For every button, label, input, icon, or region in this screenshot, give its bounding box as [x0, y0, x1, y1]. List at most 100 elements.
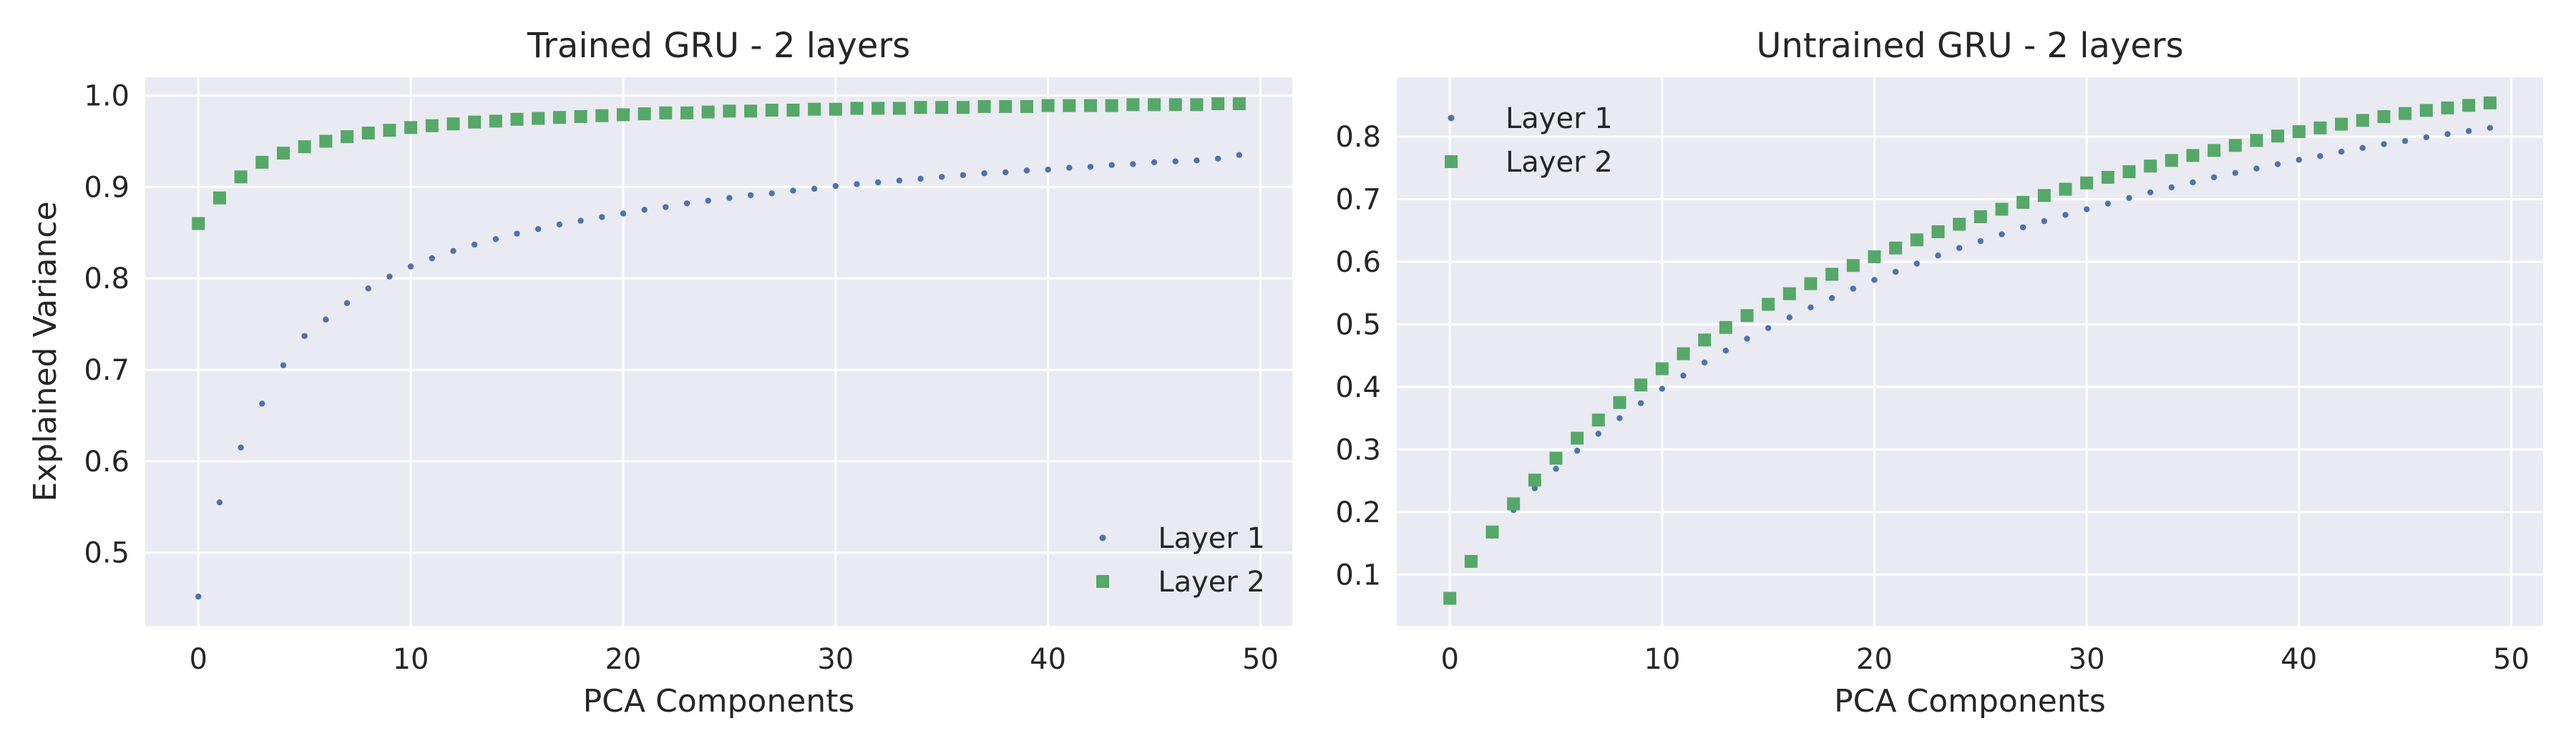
data-point [2165, 154, 2178, 167]
data-point [1910, 233, 1923, 247]
y-tick-label: 0.6 [84, 446, 130, 478]
legend-marker [1448, 114, 1455, 122]
data-point [1613, 396, 1626, 409]
data-point [620, 210, 627, 217]
data-point [1063, 99, 1076, 112]
data-point [854, 181, 860, 187]
data-point [471, 241, 478, 248]
data-point [723, 104, 736, 118]
data-point [1868, 250, 1881, 264]
y-tick-label: 0.4 [1335, 371, 1381, 404]
data-point [680, 106, 693, 119]
data-point [1214, 155, 1221, 162]
data-point [599, 214, 605, 220]
data-point [1634, 378, 1648, 392]
data-point [1740, 309, 1754, 323]
data-point [1804, 277, 1818, 290]
data-point [361, 126, 375, 139]
y-tick-label: 0.7 [84, 354, 130, 387]
y-tick-label: 0.5 [1335, 308, 1381, 341]
data-point [492, 236, 499, 242]
data-point [383, 124, 396, 137]
data-point [429, 255, 435, 262]
data-point [829, 102, 842, 116]
y-tick-label: 0.8 [84, 262, 130, 295]
data-point [2062, 212, 2069, 218]
x-tick-label: 50 [1242, 643, 1279, 676]
data-point [701, 105, 715, 119]
data-point [2041, 217, 2048, 225]
data-point [216, 499, 223, 506]
data-point [2423, 134, 2430, 141]
data-point [2126, 195, 2132, 201]
data-point [2168, 184, 2175, 191]
plot-area [1397, 77, 2543, 626]
data-point [1825, 267, 1839, 281]
data-point [2338, 148, 2345, 155]
data-point [2144, 159, 2157, 173]
data-point [1194, 157, 1200, 164]
data-point [744, 104, 758, 118]
data-point [999, 99, 1013, 113]
data-point [1190, 98, 1204, 112]
data-point [1126, 98, 1140, 112]
x-tick-label: 20 [1856, 643, 1893, 676]
legend-label: Layer 1 [1158, 522, 1265, 555]
x-tick-label: 30 [817, 643, 854, 676]
series-layer-1 [195, 152, 1242, 600]
x-tick-label: 30 [2069, 643, 2105, 676]
data-point [2019, 224, 2026, 231]
legend: Layer 1 Layer 2 [1096, 522, 1265, 599]
data-point [1680, 372, 1687, 379]
data-point [1087, 164, 1094, 170]
data-point [938, 174, 945, 180]
data-point [2186, 149, 2200, 162]
data-point [1574, 447, 1581, 454]
data-point [705, 197, 711, 204]
legend-marker [1099, 534, 1106, 541]
data-point [2228, 139, 2242, 152]
data-point [2317, 152, 2323, 159]
data-point [468, 115, 482, 129]
chart-panel-2: 0 10 20 30 40 50 0.1 0.2 0.3 0.4 0.5 0.6 0.7 0.8 Untra… [1335, 26, 2543, 720]
data-point [259, 401, 265, 407]
data-point [1786, 314, 1793, 321]
data-point [447, 117, 460, 131]
data-point [234, 170, 248, 184]
data-point [1571, 431, 1584, 445]
data-point [726, 195, 733, 201]
chart-panel-1: 0 10 20 30 40 50 0.5 0.6 0.7 0.8 0.9 1.0 Trained GRU… [27, 26, 1292, 720]
plot-area [145, 77, 1292, 626]
data-point [659, 106, 673, 119]
data-point [1659, 386, 1666, 392]
x-tick-label: 50 [2493, 643, 2529, 676]
data-point [811, 185, 818, 192]
data-point [213, 191, 226, 205]
data-point [1637, 400, 1644, 406]
data-point [404, 121, 418, 134]
data-point [2253, 165, 2260, 172]
y-tick-label: 0.7 [1335, 184, 1381, 217]
data-point [914, 101, 927, 114]
legend-marker [1096, 575, 1109, 588]
data-point [1148, 98, 1161, 112]
data-point [786, 104, 800, 117]
data-point [1871, 277, 1878, 283]
data-point [552, 111, 566, 124]
data-point [2059, 182, 2072, 196]
data-point [2359, 144, 2366, 152]
data-point [1020, 99, 1033, 113]
data-point [1443, 592, 1457, 605]
data-point [1066, 165, 1073, 171]
data-point [1169, 98, 1182, 112]
data-point [514, 230, 520, 237]
data-point [935, 101, 949, 114]
data-point [663, 204, 669, 210]
series-layer-1 [1446, 124, 2494, 603]
data-point [683, 200, 691, 207]
data-point [850, 102, 864, 115]
data-point [407, 263, 414, 270]
data-point [2483, 96, 2497, 109]
y-axis-label: Explained Variance [27, 201, 64, 501]
